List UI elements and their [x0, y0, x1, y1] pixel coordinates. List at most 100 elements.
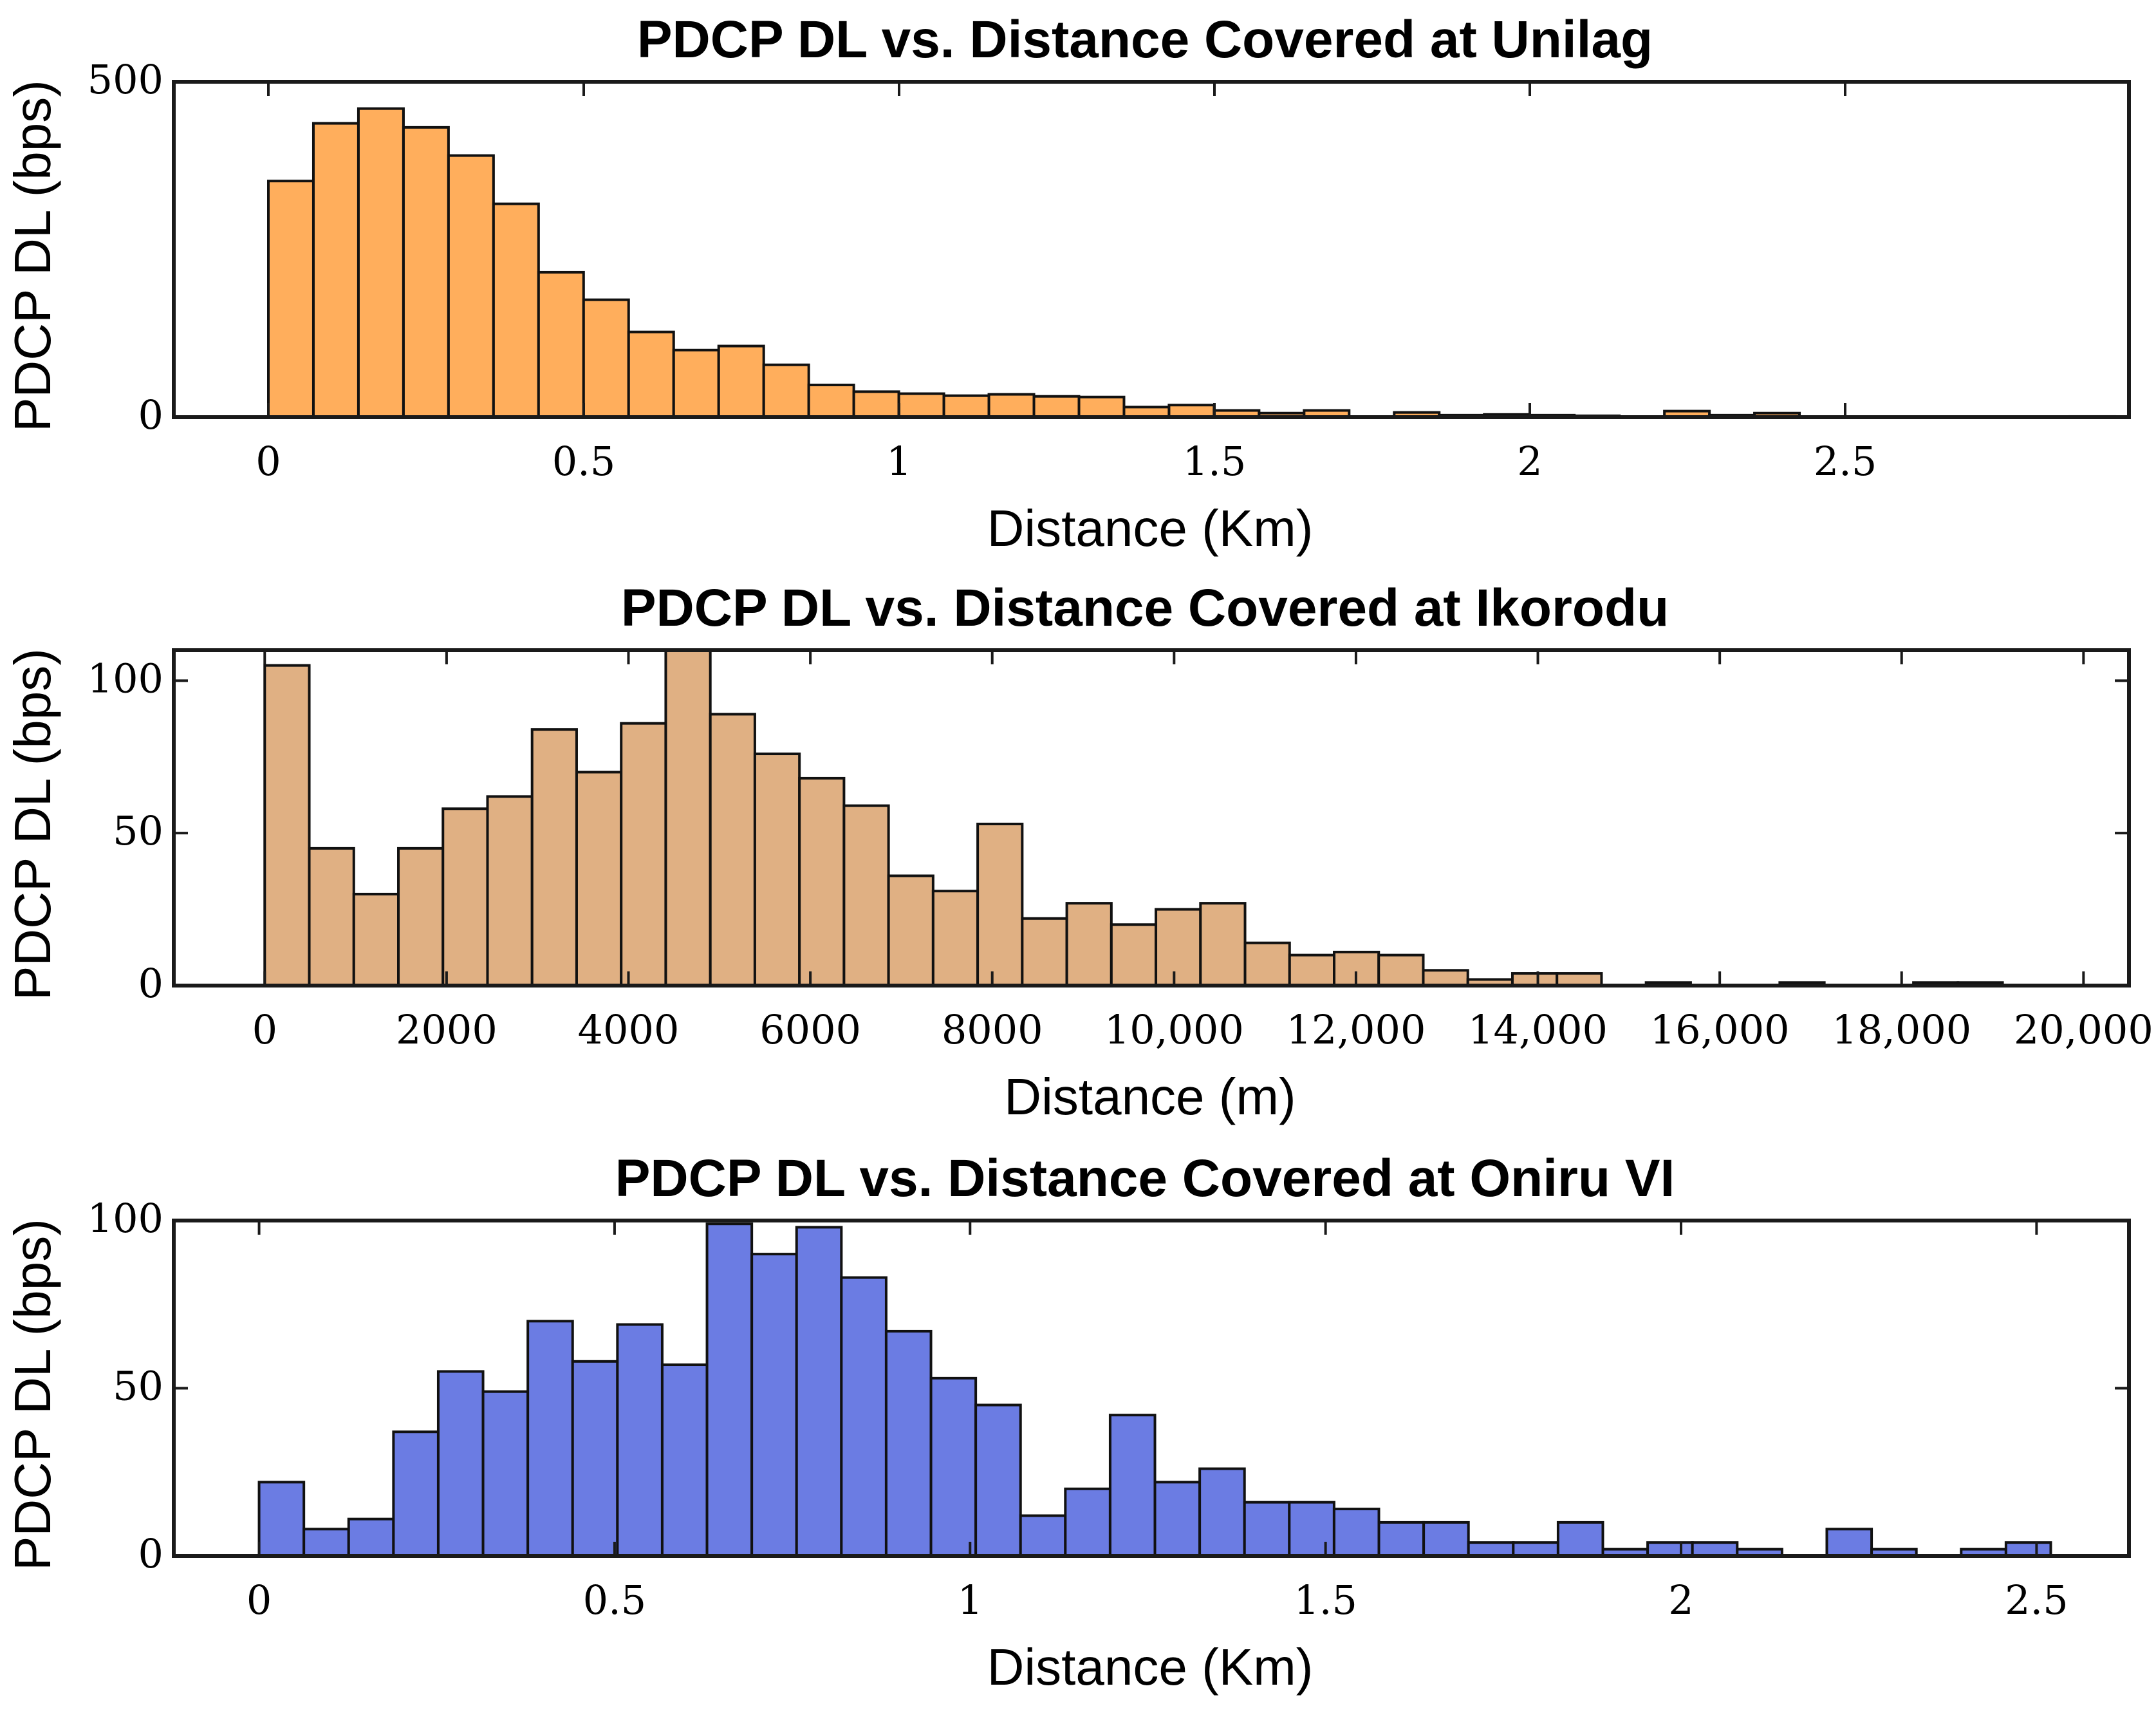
bar: [1021, 917, 1068, 988]
bar: [481, 1390, 530, 1557]
x-axis-label: Distance (Km): [987, 1638, 1314, 1696]
bar: [1064, 1487, 1111, 1558]
bar: [1512, 1541, 1559, 1557]
subplot-3: 0 0.5 1 1.5 2 2.5 0 50 100 PDCP DL vs. Distance C…: [4, 1149, 2131, 1696]
bar: [492, 202, 540, 418]
bar: [302, 1528, 350, 1558]
bar: [1243, 1501, 1291, 1557]
x-axis-label: Distance (m): [1004, 1068, 1296, 1125]
bar: [436, 1370, 485, 1557]
y-axis-label: PDCP DL (bps): [4, 80, 61, 432]
bar: [929, 1376, 978, 1558]
bar: [852, 390, 900, 418]
bar: [537, 270, 585, 419]
bar: [709, 713, 756, 987]
bar: [308, 847, 355, 988]
x-tick-label: 4000: [578, 1006, 680, 1053]
bar: [1243, 941, 1291, 988]
bar: [1691, 1541, 1739, 1557]
bar: [1646, 1541, 1694, 1557]
y-axis-label: PDCP DL (bps): [4, 1219, 61, 1571]
bar: [931, 890, 980, 987]
bar: [1377, 1521, 1426, 1557]
x-tick-label: 2000: [396, 1006, 497, 1053]
bar: [620, 722, 667, 987]
bar: [392, 1430, 440, 1557]
y-tick-label: 0: [138, 1530, 163, 1577]
y-tick-label: 100: [88, 1195, 163, 1242]
bar: [807, 383, 855, 419]
subplot-2: 0 2000 4000 6000 8000 10,000 12,000 14,000 16,00…: [4, 579, 2153, 1125]
bar: [263, 664, 311, 987]
bar: [664, 649, 712, 987]
bar: [1422, 1521, 1470, 1557]
x-tick-label: 1.5: [1294, 1577, 1357, 1624]
x-tick-label: 1: [958, 1577, 983, 1624]
bar: [1019, 1514, 1067, 1557]
y-tick-label: 50: [113, 807, 163, 854]
bar: [257, 1481, 306, 1557]
bar: [1332, 1508, 1380, 1558]
plot-frame: [172, 648, 2131, 988]
bar: [753, 753, 801, 987]
bar: [402, 126, 450, 419]
bar: [660, 1363, 709, 1558]
x-tick-label: 14,000: [1468, 1006, 1608, 1053]
bar: [575, 771, 623, 988]
plot-frame: [172, 80, 2131, 419]
bar: [1198, 1467, 1246, 1558]
bar: [627, 330, 675, 419]
bar: [1155, 908, 1202, 988]
bar: [884, 1329, 933, 1557]
x-tick-label: 20,000: [2014, 1006, 2153, 1053]
bar: [571, 1360, 619, 1558]
bar: [441, 807, 489, 987]
bar: [798, 776, 846, 987]
y-tick-label: 50: [113, 1363, 163, 1410]
bar: [1077, 395, 1126, 418]
x-tick-label: 16,000: [1650, 1006, 1790, 1053]
subplot-1: 0 0.5 1 1.5 2 2.5 0 500 PDCP DL vs. Distance Cov…: [4, 10, 2131, 557]
x-tick-label: 2: [1668, 1577, 1693, 1624]
bar: [897, 392, 945, 419]
x-tick-label: 18,000: [1832, 1006, 1971, 1053]
bar: [447, 154, 495, 418]
y-tick-label: 500: [88, 56, 163, 103]
chart-title: PDCP DL vs. Distance Covered at Unilag: [637, 10, 1653, 69]
bar: [672, 348, 720, 418]
bar: [840, 1276, 887, 1557]
x-tick-label: 0: [246, 1577, 272, 1624]
bar: [486, 795, 534, 987]
bar: [530, 728, 578, 988]
bar: [1153, 1481, 1202, 1557]
bar: [974, 1403, 1022, 1558]
bar: [397, 847, 445, 988]
bar: [357, 107, 405, 418]
x-tick-label: 1.5: [1183, 438, 1247, 485]
bar: [942, 394, 990, 419]
bar: [1065, 902, 1113, 987]
x-tick-label: 0.5: [583, 1577, 647, 1624]
bar: [705, 1222, 754, 1557]
x-tick-label: 0: [256, 438, 281, 485]
bar: [1377, 953, 1425, 987]
bar: [762, 363, 810, 418]
bar: [842, 804, 890, 988]
bar: [1288, 953, 1336, 987]
bar: [311, 122, 360, 418]
x-tick-label: 12,000: [1286, 1006, 1426, 1053]
bar: [717, 344, 765, 418]
bar: [887, 874, 934, 988]
bar: [1422, 969, 1469, 988]
bar: [1032, 395, 1081, 418]
x-axis-label: Distance (Km): [987, 500, 1314, 557]
bar: [1556, 1521, 1604, 1557]
y-tick-label: 100: [88, 655, 163, 702]
bar: [1110, 923, 1158, 987]
bar: [1199, 902, 1247, 987]
bar: [987, 393, 1036, 419]
x-tick-label: 2.5: [1814, 438, 1877, 485]
bar: [1825, 1528, 1873, 1558]
bar: [976, 822, 1024, 988]
